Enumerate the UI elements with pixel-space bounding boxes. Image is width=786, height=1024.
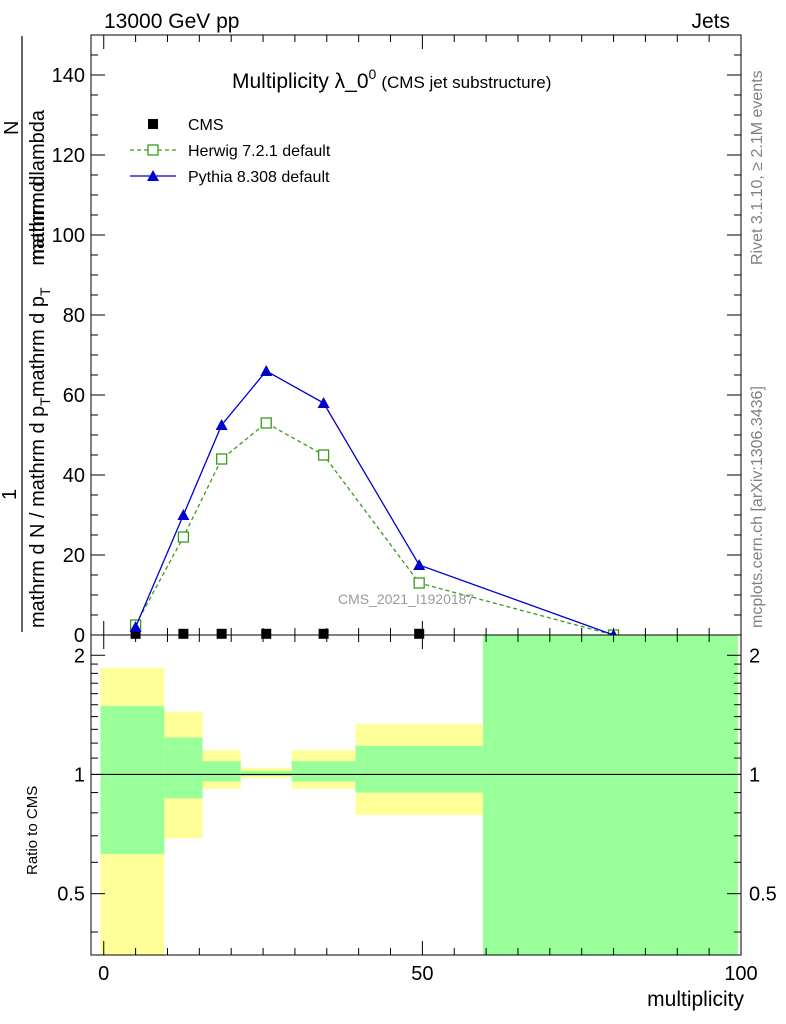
ratio-band-green: [355, 745, 483, 793]
x-tick-label: 0: [98, 963, 109, 985]
main-y-axis-label: 1 N mathrm d mathrm d lambda mathrm d N …: [0, 36, 53, 632]
ratio-y-tick-label: 0.5: [57, 884, 85, 906]
ratio-band-green: [240, 771, 292, 777]
ratio-band-green: [482, 635, 738, 955]
main-y-tick-label: 20: [63, 545, 85, 567]
main-y-tick-label: 40: [63, 465, 85, 487]
header-energy-label: 13000 GeV pp: [104, 10, 239, 33]
data-point-cms: [178, 628, 189, 639]
data-point-pythia-8-308-default: [317, 397, 330, 408]
main-y-tick-label: 0: [74, 625, 85, 647]
analysis-watermark: CMS_2021_I1920187: [338, 591, 474, 607]
data-point-herwig-7-2-1-default: [317, 449, 330, 461]
ylabel-denominator-main: mathrm d N / mathrm d p: [27, 406, 49, 628]
data-point-cms: [414, 628, 425, 639]
legend-pythia-marker: [147, 170, 159, 181]
plot-subtitle: (CMS jet substructure): [381, 73, 551, 92]
legend-herwig-label: Herwig 7.2.1 default: [188, 143, 331, 160]
data-point-herwig-7-2-1-default: [260, 417, 272, 429]
plot-title: Multiplicity λ_00 (CMS jet substructure): [232, 66, 551, 93]
x-tick-label: 100: [724, 963, 757, 985]
ratio-y-tick-label-right: 0.5: [749, 884, 777, 906]
ratio-plot-panel: 0.5 0.5 1 1 2 2 0 50 100 Ratio to CMS multiplici…: [24, 634, 777, 1011]
data-point-cms: [130, 628, 141, 639]
ylabel-denominator: mathrm d N / mathrm d pTmathrm d pT: [27, 287, 53, 628]
ylabel-numerator-tail: mathrm d: [27, 176, 49, 260]
header-process-label: Jets: [691, 10, 730, 33]
main-y-tick-label: 120: [52, 145, 85, 167]
x-axis-label: multiplicity: [647, 988, 744, 1011]
data-point-pythia-8-308-default: [413, 559, 426, 570]
main-y-tick-label: 140: [52, 65, 85, 87]
data-point-pythia-8-308-default: [260, 365, 273, 376]
data-point-cms: [318, 628, 329, 639]
data-point-pythia-8-308-default: [215, 419, 228, 430]
plot-title-main: Multiplicity λ_0: [232, 70, 369, 93]
ylabel-lambda: mathrm d lambda: [27, 109, 49, 265]
ratio-axis-ticks: 0.5 0.5 1 1 2 2 0 50 100: [57, 635, 777, 985]
ylabel-denominator-tail-sub: T: [37, 287, 53, 296]
legend-cms-label: CMS: [188, 117, 224, 134]
mcplots-label: mcplots.cern.ch [arXiv:1306.3436]: [749, 386, 766, 628]
ratio-y-tick-label-right: 1: [749, 764, 760, 786]
rivet-version-label: Rivet 3.1.10, ≥ 2.1M events: [749, 70, 766, 265]
ratio-y-axis-label: Ratio to CMS: [24, 786, 41, 875]
data-point-herwig-7-2-1-default: [413, 577, 425, 589]
legend-pythia-label: Pythia 8.308 default: [188, 169, 330, 186]
legend: CMS Herwig 7.2.1 default Pythia 8.308 de…: [130, 117, 331, 186]
main-y-tick-label: 80: [63, 305, 85, 327]
ratio-band-green: [100, 705, 165, 854]
ylabel-dn: N: [1, 121, 23, 135]
data-point-cms: [216, 628, 227, 639]
main-axis-ticks: 0 20 40 60 80 100 120 140: [52, 34, 742, 647]
ylabel-numerator: 1: [0, 489, 21, 500]
data-point-herwig-7-2-1-default: [177, 531, 190, 543]
ratio-band-green: [291, 761, 356, 782]
ratio-y-tick-label-right: 2: [749, 645, 760, 667]
ratio-band-green: [202, 761, 241, 782]
legend-cms-marker: [148, 119, 158, 129]
data-point-herwig-7-2-1-default: [215, 453, 228, 465]
main-y-tick-label: 100: [52, 225, 85, 247]
ratio-plot-frame: [90, 634, 742, 956]
x-tick-label: 50: [411, 963, 433, 985]
ratio-y-tick-label: 2: [74, 645, 85, 667]
ylabel-denominator-tail: mathrm d p: [27, 296, 49, 397]
data-point-pythia-8-308-default: [177, 509, 190, 520]
ratio-band-green: [164, 737, 203, 799]
ratio-y-tick-label: 1: [74, 764, 85, 786]
data-point-cms: [261, 628, 272, 639]
legend-herwig-marker: [147, 144, 159, 156]
ratio-bands-group: [100, 635, 738, 955]
plot-title-superscript: 0: [369, 66, 377, 82]
main-y-tick-label: 60: [63, 385, 85, 407]
data-point-pythia-8-308-default: [129, 621, 142, 632]
ylabel-denominator-sub: T: [37, 397, 53, 406]
